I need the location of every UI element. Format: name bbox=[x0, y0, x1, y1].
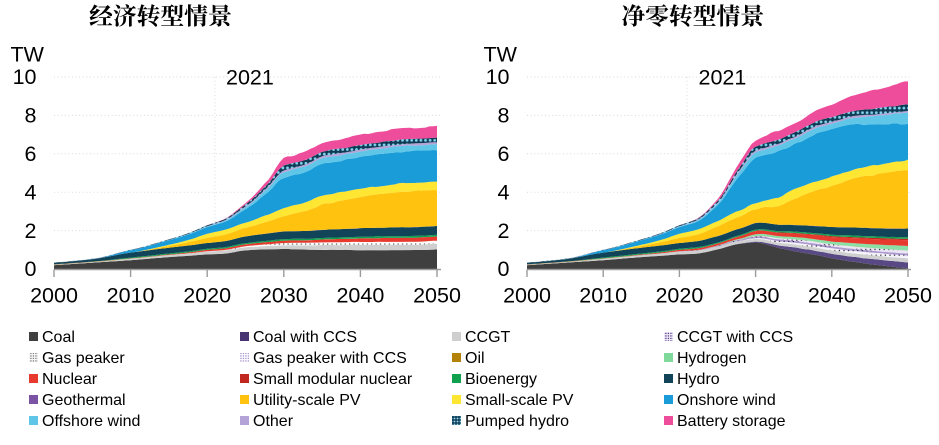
svg-text:4: 4 bbox=[498, 180, 510, 204]
svg-text:Onshore wind: Onshore wind bbox=[677, 392, 776, 409]
svg-text:2050: 2050 bbox=[884, 284, 932, 308]
svg-text:Nuclear: Nuclear bbox=[42, 371, 98, 388]
svg-text:2020: 2020 bbox=[655, 284, 703, 308]
svg-text:Pumped hydro: Pumped hydro bbox=[465, 413, 569, 430]
svg-text:2040: 2040 bbox=[808, 284, 856, 308]
svg-text:Geothermal: Geothermal bbox=[42, 392, 126, 409]
svg-text:CCGT: CCGT bbox=[465, 329, 511, 346]
svg-text:10: 10 bbox=[486, 65, 510, 89]
svg-text:2030: 2030 bbox=[732, 284, 780, 308]
svg-text:2000: 2000 bbox=[503, 284, 551, 308]
svg-text:Coal: Coal bbox=[42, 329, 75, 346]
svg-text:6: 6 bbox=[25, 142, 37, 166]
svg-text:Hydro: Hydro bbox=[677, 371, 720, 388]
svg-text:8: 8 bbox=[498, 104, 510, 128]
svg-text:Oil: Oil bbox=[465, 350, 485, 367]
svg-text:2030: 2030 bbox=[260, 284, 308, 308]
svg-text:Gas peaker with CCS: Gas peaker with CCS bbox=[253, 350, 407, 367]
svg-text:Utility-scale PV: Utility-scale PV bbox=[253, 392, 361, 409]
svg-text:0: 0 bbox=[498, 257, 510, 281]
svg-text:6: 6 bbox=[498, 142, 510, 166]
svg-text:2040: 2040 bbox=[336, 284, 384, 308]
svg-text:Bioenergy: Bioenergy bbox=[465, 371, 537, 388]
svg-text:2021: 2021 bbox=[699, 66, 747, 90]
svg-text:Battery storage: Battery storage bbox=[677, 413, 786, 430]
svg-text:2000: 2000 bbox=[30, 284, 78, 308]
svg-text:2: 2 bbox=[25, 219, 37, 243]
svg-text:2010: 2010 bbox=[579, 284, 627, 308]
svg-text:Coal with CCS: Coal with CCS bbox=[253, 329, 357, 346]
svg-text:Hydrogen: Hydrogen bbox=[677, 350, 746, 367]
svg-text:8: 8 bbox=[25, 104, 37, 128]
svg-text:Offshore wind: Offshore wind bbox=[42, 413, 140, 430]
svg-text:4: 4 bbox=[25, 180, 37, 204]
svg-text:Small-scale PV: Small-scale PV bbox=[465, 392, 574, 409]
svg-text:Small modular nuclear: Small modular nuclear bbox=[253, 371, 413, 388]
svg-text:2010: 2010 bbox=[107, 284, 155, 308]
svg-text:2: 2 bbox=[498, 219, 510, 243]
svg-text:Gas peaker: Gas peaker bbox=[42, 350, 125, 367]
svg-text:2020: 2020 bbox=[183, 284, 231, 308]
svg-text:Other: Other bbox=[253, 413, 294, 430]
svg-text:0: 0 bbox=[25, 257, 37, 281]
svg-text:2050: 2050 bbox=[413, 284, 461, 308]
svg-text:TW: TW bbox=[484, 43, 518, 67]
svg-text:TW: TW bbox=[11, 43, 45, 67]
svg-text:2021: 2021 bbox=[226, 66, 274, 90]
svg-text:CCGT with CCS: CCGT with CCS bbox=[677, 329, 793, 346]
svg-text:10: 10 bbox=[13, 65, 37, 89]
